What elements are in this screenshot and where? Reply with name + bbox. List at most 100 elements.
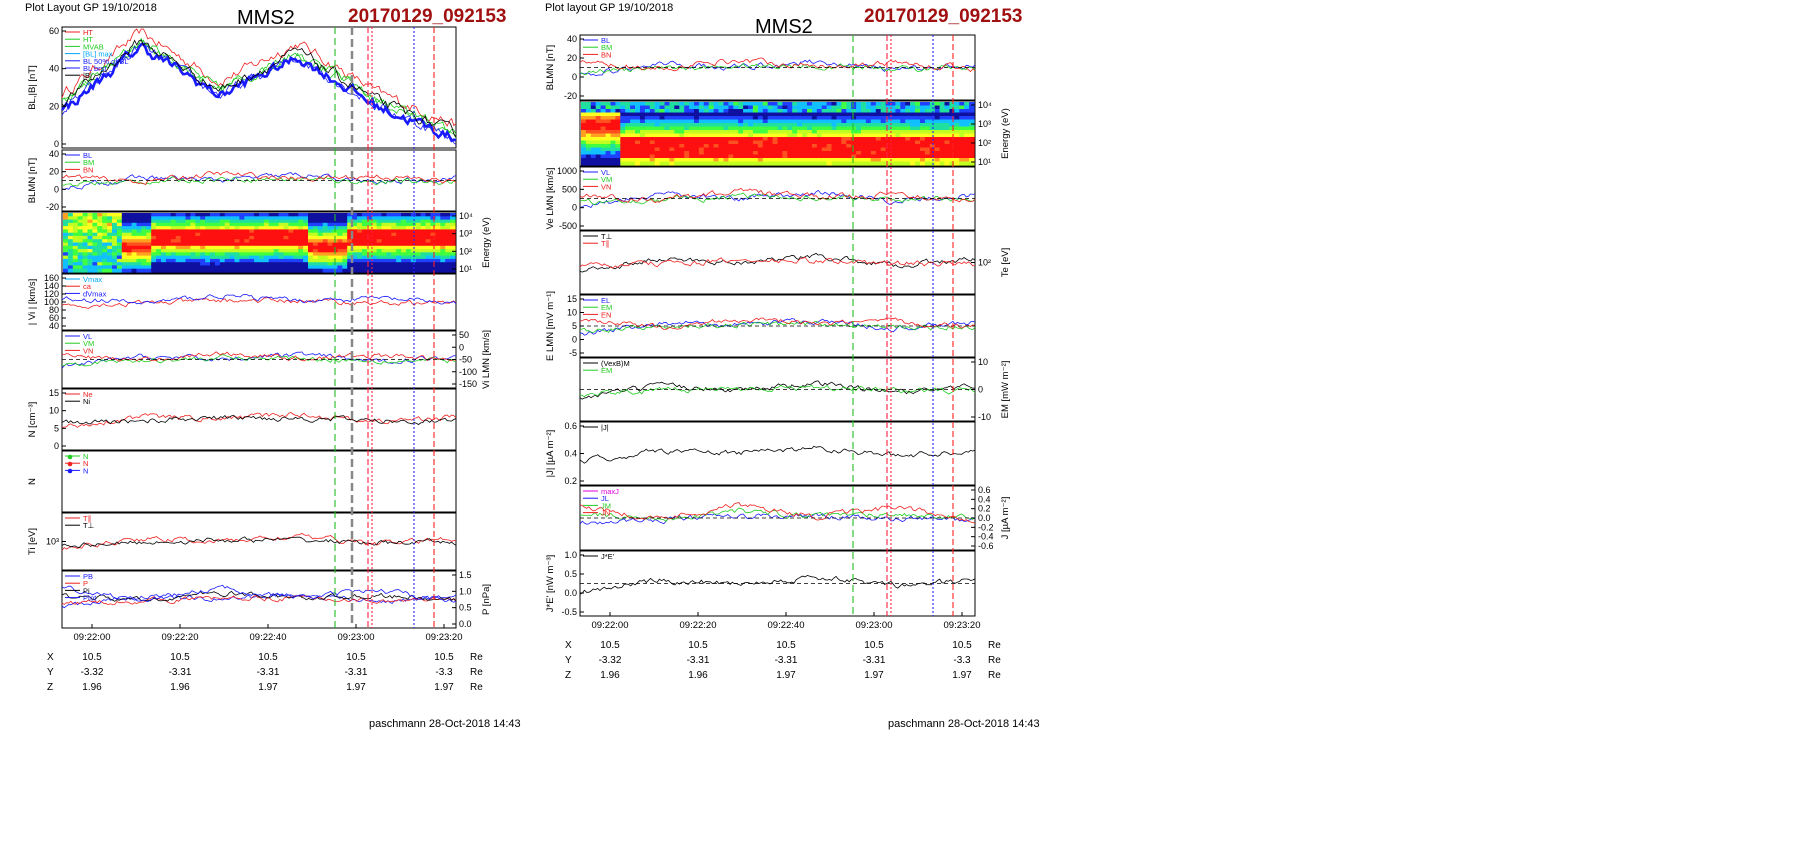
spectrogram-cell [826, 112, 833, 117]
spectrogram-cell [381, 265, 387, 270]
spectrogram-cell [870, 161, 877, 166]
spectrogram-cell [312, 245, 319, 250]
trace-bm [579, 320, 976, 333]
y-tick-label: 40 [49, 321, 59, 331]
spectrogram-cell [357, 219, 363, 224]
spectrogram-cell [865, 147, 872, 152]
spectrogram-cell [82, 245, 89, 250]
spectrogram-cell [851, 112, 857, 117]
spectrogram-cell [865, 130, 872, 135]
spectrogram-cell [263, 268, 270, 273]
spectrogram-cell [445, 226, 451, 230]
spectrogram-cell [807, 123, 813, 128]
spectrogram-cell [195, 268, 201, 273]
spectrogram-cell [841, 147, 847, 152]
spectrogram-cell [620, 154, 626, 159]
spectrogram-cell [625, 144, 631, 149]
spectrogram-cell [733, 123, 739, 128]
spectrogram-cell [905, 154, 911, 159]
spectrogram-cell [185, 235, 191, 240]
spectrogram-cell [694, 147, 700, 152]
spectrogram-cell [283, 265, 289, 270]
spectrogram-cell [934, 112, 941, 117]
spectrogram-cell [895, 158, 901, 163]
spectrogram-cell [723, 116, 729, 121]
spectrogram-cell [900, 140, 906, 145]
spectrogram-cell [708, 158, 715, 163]
spectrogram-cell [268, 252, 275, 257]
spectrogram-cell [605, 109, 612, 114]
spectrogram-cell [102, 229, 108, 234]
spectrogram-cell [885, 161, 892, 166]
spectrogram-cell [615, 137, 621, 142]
spectrogram-cell [67, 268, 74, 273]
spectrogram-cell [728, 130, 734, 135]
spectrogram-cell [679, 123, 685, 128]
spectrogram-cell [595, 109, 602, 114]
spectrogram-cell [816, 116, 823, 121]
spectrogram-cell [669, 109, 675, 114]
spectrogram-cell [161, 235, 167, 240]
spectrogram-cell [278, 216, 285, 221]
spectrogram-cell [77, 252, 84, 257]
spectrogram-cell [811, 130, 818, 135]
spectrogram-cell [347, 232, 353, 237]
spectrogram-cell [605, 126, 612, 131]
spectrogram-cell [156, 213, 162, 217]
spectrogram-cell [386, 249, 392, 253]
spectrogram-cell [312, 226, 319, 230]
spectrogram-cell [121, 219, 128, 224]
spectrogram-cell [807, 137, 813, 142]
spectrogram-cell [308, 255, 314, 260]
spectrogram-cell [337, 232, 343, 237]
spectrogram-cell [366, 222, 373, 227]
spectrogram-cell [445, 242, 451, 247]
spectrogram-cell [757, 126, 764, 131]
spectrogram-cell [600, 105, 607, 110]
legend-label: VM [83, 339, 94, 348]
spectrogram-cell [728, 102, 734, 107]
spectrogram-cell [757, 102, 764, 107]
legend-label: BN [601, 50, 611, 59]
spectrogram-cell [723, 140, 729, 145]
spectrogram-cell [435, 219, 441, 224]
spectrogram-cell [954, 116, 960, 121]
spectrogram-cell [620, 126, 626, 131]
spectrogram-cell [959, 126, 965, 131]
spectrogram-cell [102, 235, 108, 240]
spectrogram-cell [381, 232, 387, 237]
spectrogram-cell [659, 154, 666, 159]
spectrogram-cell [361, 249, 368, 253]
spectrogram-cell [210, 242, 216, 247]
spectrogram-cell [278, 222, 285, 227]
spectrogram-cell [615, 158, 621, 163]
spectrogram-cell [131, 268, 138, 273]
legend-label: Ptot [83, 594, 97, 603]
spectrogram-cell [121, 245, 128, 250]
spectrogram-cell [254, 216, 260, 221]
y-axis-label: | Vi | [km/s] [27, 279, 38, 325]
spectrogram-cell [713, 140, 720, 145]
spectrogram-cell [219, 245, 226, 250]
spectrogram-cell [713, 154, 720, 159]
spectrogram-cell [185, 249, 191, 253]
spectrogram-cell [929, 147, 936, 152]
spectrogram-cell [205, 249, 211, 253]
spectrogram-cell [640, 161, 646, 166]
spectrogram-cell [743, 158, 749, 163]
spectrogram-cell [180, 252, 187, 257]
spectrogram-cell [644, 112, 651, 117]
spectrogram-cell [273, 239, 280, 244]
spectrogram-cell [610, 105, 616, 110]
spectrogram-cell [440, 262, 446, 267]
spectrogram-cell [371, 255, 378, 260]
y-tick-label: 0 [54, 139, 59, 149]
spectrogram-cell [352, 249, 358, 253]
y-tick-label: 500 [562, 184, 577, 194]
subplot: J*E'1.00.50.0-0.5J*E' [nW m⁻³] [545, 550, 976, 617]
spectrogram-cell [752, 137, 759, 142]
spectrogram-cell [107, 249, 113, 253]
spectrogram-cell [420, 216, 427, 221]
spectrogram-cell [885, 151, 892, 156]
spectrogram-cell [298, 262, 304, 267]
